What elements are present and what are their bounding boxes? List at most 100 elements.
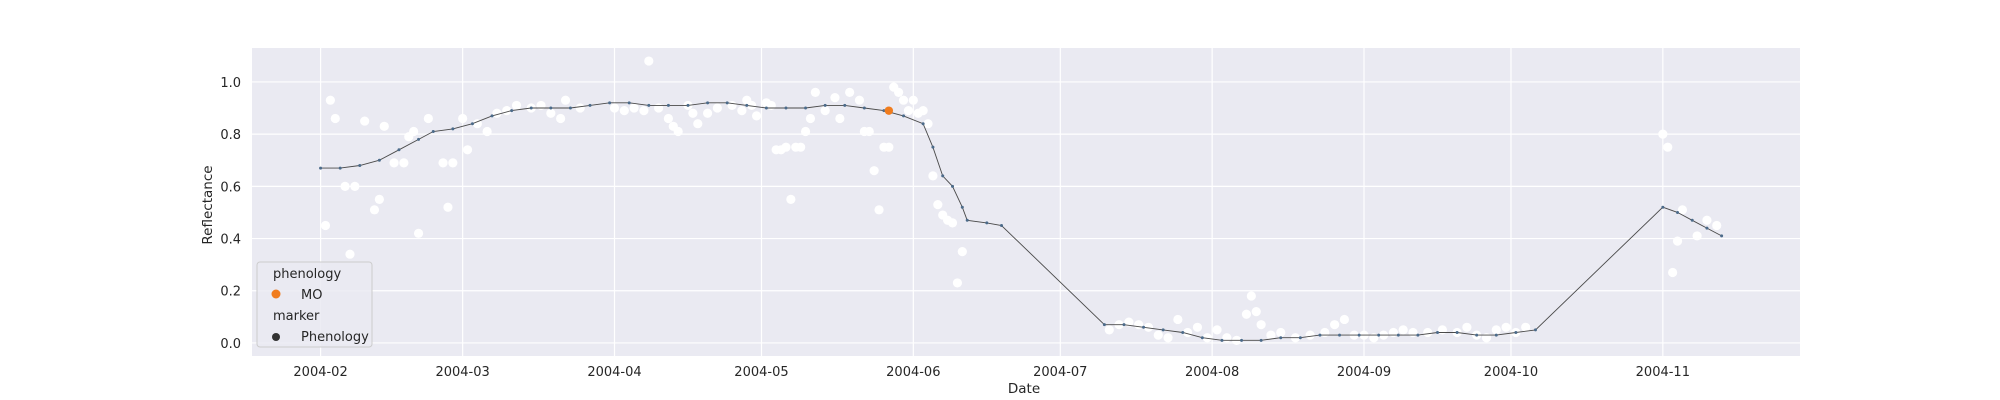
observation-point: [1339, 314, 1350, 325]
observation-point: [800, 126, 811, 137]
observation-point: [952, 278, 963, 288]
smoothed-point: [397, 148, 401, 152]
smoothed-point: [862, 106, 866, 110]
observation-point: [1388, 327, 1399, 338]
observation-point: [1423, 327, 1433, 338]
observation-point: [869, 166, 879, 176]
x-tick-label: 2004-11: [1636, 365, 1690, 380]
phenology-point-mo: [884, 106, 894, 115]
observation-points: [320, 56, 1722, 345]
legend-box: [256, 261, 373, 348]
smoothed-point: [902, 114, 906, 118]
x-tick-label: 2004-04: [587, 365, 641, 380]
smoothed-point: [882, 109, 886, 113]
y-tick-label: 1.0: [220, 76, 241, 91]
observation-point: [472, 119, 482, 129]
observation-point: [653, 103, 664, 113]
x-tick-label: 2004-05: [734, 365, 788, 380]
x-tick-label: 2004-08: [1185, 365, 1239, 380]
observation-point: [1668, 267, 1678, 278]
observation-point: [957, 246, 967, 257]
smoothed-point: [451, 127, 455, 131]
smoothed-point: [1122, 323, 1126, 327]
observation-point: [702, 108, 713, 118]
smoothed-point: [1690, 218, 1694, 222]
smoothed-point: [1240, 338, 1244, 342]
smoothed-point: [784, 106, 788, 110]
observation-point: [1330, 320, 1340, 330]
smoothed-point: [1676, 210, 1680, 214]
legend-entry-phenology: Phenology: [301, 330, 369, 345]
observation-point: [1437, 325, 1447, 335]
y-axis-label: Reflectance: [200, 165, 216, 244]
observation-point: [845, 87, 855, 97]
observation-point: [546, 108, 556, 118]
observation-point: [374, 194, 384, 204]
smoothed-point: [1435, 331, 1439, 335]
observation-point: [923, 119, 933, 129]
smoothed-point: [1494, 333, 1498, 337]
smoothed-point: [725, 101, 729, 105]
observation-point: [884, 142, 894, 152]
y-tick-label: 0.4: [220, 233, 241, 248]
observation-point: [462, 145, 473, 155]
smoothed-point: [490, 114, 494, 118]
x-tick-label: 2004-07: [1033, 365, 1087, 380]
observation-point: [947, 218, 958, 228]
smoothed-point: [960, 205, 964, 209]
smoothed-point: [358, 163, 362, 167]
observation-point: [1246, 291, 1256, 301]
smoothed-point: [1396, 333, 1400, 337]
smoothed-point: [1200, 336, 1204, 340]
observation-point: [918, 106, 928, 116]
observation-point: [639, 106, 649, 116]
observation-point: [360, 116, 370, 126]
observation-point: [810, 87, 820, 97]
observation-point: [751, 111, 762, 121]
observation-point: [1222, 333, 1232, 343]
observation-point: [1677, 205, 1688, 215]
x-tick-label: 2004-03: [435, 365, 489, 380]
smoothed-point: [588, 103, 592, 107]
smoothed-point: [529, 106, 533, 110]
observation-point: [1266, 330, 1276, 340]
observation-point: [805, 113, 816, 124]
smoothed-point: [1455, 331, 1459, 335]
observation-point: [1658, 129, 1668, 139]
observation-point: [330, 113, 340, 124]
observation-point: [340, 181, 350, 191]
x-axis-ticks: 2004-02 2004-03 2004-04 2004-05 2004-06 2004-…: [293, 365, 1690, 380]
smoothed-point: [1318, 333, 1322, 337]
smoothed-point: [823, 103, 827, 107]
observation-point: [389, 158, 399, 168]
observation-point: [1163, 333, 1173, 343]
smoothed-point: [417, 137, 421, 141]
smoothed-point: [804, 106, 808, 110]
smoothed-point: [568, 106, 572, 110]
observation-point: [835, 113, 845, 124]
smoothed-point: [1357, 333, 1361, 337]
observation-point: [399, 158, 409, 168]
y-tick-label: 0.0: [220, 337, 241, 352]
observation-point: [379, 121, 389, 131]
observation-point: [575, 103, 585, 113]
smoothed-point: [1142, 325, 1146, 329]
y-tick-label: 0.8: [220, 128, 241, 143]
smoothed-point: [706, 101, 710, 105]
legend-title-phenology: phenology: [273, 267, 341, 282]
observation-point: [1256, 320, 1266, 330]
smoothed-point: [549, 106, 553, 110]
plot-area: [252, 48, 1800, 356]
observation-point: [874, 205, 884, 215]
smoothed-point: [921, 122, 925, 126]
observation-point: [350, 181, 360, 191]
smoothed-point: [377, 158, 381, 162]
observation-point: [1192, 322, 1203, 332]
observation-point: [1692, 231, 1702, 241]
observation-point: [928, 171, 938, 181]
y-axis-ticks: 0.0 0.2 0.4 0.6 0.8 1.0: [220, 76, 241, 352]
observation-point: [908, 95, 918, 105]
observation-point: [556, 113, 566, 124]
smoothed-point: [338, 166, 342, 170]
smoothed-point: [1279, 336, 1283, 340]
